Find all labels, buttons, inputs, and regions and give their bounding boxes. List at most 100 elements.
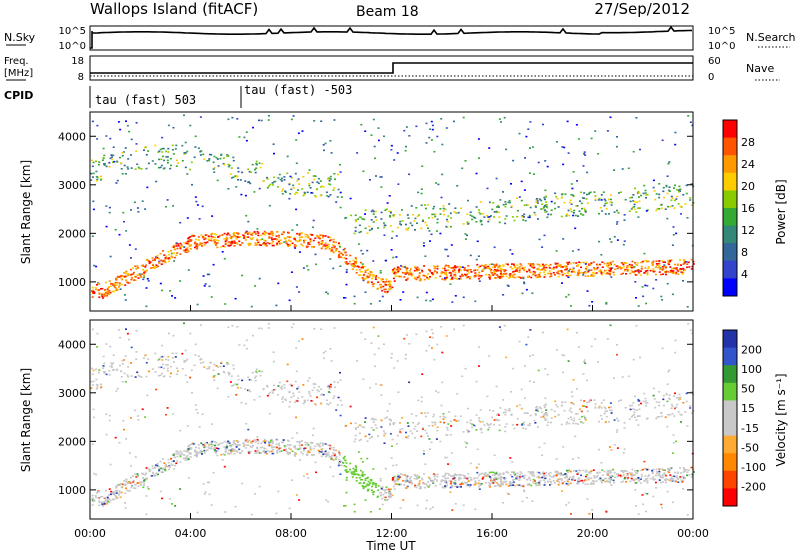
velocity-cell [123, 429, 125, 431]
velocity-cell [568, 418, 570, 420]
power-cell [172, 149, 174, 151]
velocity-cell [643, 401, 645, 403]
velocity-cell [294, 454, 296, 456]
power-cell [380, 270, 382, 272]
power-cell [240, 179, 242, 181]
power-cell [571, 211, 573, 213]
velocity-cell [603, 399, 605, 401]
velocity-cell [537, 408, 539, 410]
power-cell [610, 267, 612, 269]
velocity-cell [630, 409, 632, 411]
power-cell [487, 221, 489, 223]
velocity-cell [283, 384, 285, 386]
velocity-cell [645, 511, 647, 513]
velocity-heatmap-cells [90, 323, 695, 516]
power-cell [357, 218, 359, 220]
power-cell [397, 270, 399, 272]
power-cell [545, 196, 547, 198]
velocity-cell [437, 474, 439, 476]
power-cell [241, 275, 243, 277]
velocity-cell [272, 449, 274, 451]
velocity-cell [596, 476, 598, 478]
velocity-cell [316, 389, 318, 391]
velocity-cell [690, 329, 692, 331]
velocity-cell [329, 466, 331, 468]
velocity-cell [511, 476, 513, 478]
velocity-cell [309, 446, 311, 448]
velocity-cell [105, 490, 107, 492]
velocity-cell [285, 448, 287, 450]
velocity-cell [257, 450, 259, 452]
power-cell [415, 207, 417, 209]
velocity-cell [392, 465, 394, 467]
power-cell [219, 158, 221, 160]
power-cell [227, 233, 229, 235]
power-cell [322, 246, 324, 248]
velocity-cell [577, 472, 579, 474]
velocity-cell [511, 413, 513, 415]
power-cell [465, 238, 467, 240]
power-cell [216, 247, 218, 249]
power-cell [646, 272, 648, 274]
power-cell [175, 255, 177, 257]
power-cell [443, 205, 445, 207]
velocity-cell [678, 399, 680, 401]
velocity-cell [198, 447, 200, 449]
power-cell [181, 246, 183, 248]
velocity-cell [439, 416, 441, 418]
colorbar-swatch [723, 261, 737, 279]
velocity-cell [654, 398, 656, 400]
velocity-cell [662, 481, 664, 483]
power-cell [499, 118, 501, 120]
velocity-cell [426, 331, 428, 333]
velocity-cell [632, 479, 634, 481]
power-cell [614, 264, 616, 266]
velocity-cell [527, 412, 529, 414]
velocity-cell [313, 328, 315, 330]
velocity-cell [669, 414, 671, 416]
velocity-cell [179, 488, 181, 490]
power-cell [177, 248, 179, 250]
velocity-cell [339, 372, 341, 374]
power-cell [412, 214, 414, 216]
freq-label-line2: [MHz] [4, 68, 33, 79]
power-cell [101, 294, 103, 296]
velocity-cell [237, 444, 239, 446]
power-cell [399, 221, 401, 223]
power-cell [365, 209, 367, 211]
power-cell [377, 288, 379, 290]
power-cell [278, 237, 280, 239]
velocity-cell [300, 448, 302, 450]
power-cell [172, 145, 174, 147]
velocity-cell [618, 400, 620, 402]
power-cell [115, 229, 117, 231]
power-cell [282, 193, 284, 195]
power-cell [590, 276, 592, 278]
velocity-cell [121, 376, 123, 378]
power-cell [333, 239, 335, 241]
velocity-cell [662, 474, 664, 476]
velocity-cell [543, 476, 545, 478]
power-cell [496, 269, 498, 271]
velocity-cell [421, 373, 423, 375]
power-cell [526, 271, 528, 273]
power-cell [512, 160, 514, 162]
power-cell [173, 127, 175, 129]
velocity-cell [189, 444, 191, 446]
velocity-cell [513, 481, 515, 483]
power-cell [593, 191, 595, 193]
power-cell [246, 140, 248, 142]
power-cell [613, 274, 615, 276]
power-cell [544, 199, 546, 201]
velocity-cell [391, 457, 393, 459]
velocity-cell [296, 400, 298, 402]
velocity-cell [593, 475, 595, 477]
velocity-cell [275, 513, 277, 515]
power-cell [491, 263, 493, 265]
power-cell [470, 211, 472, 213]
power-cell [375, 175, 377, 177]
power-cell [391, 249, 393, 251]
velocity-cell [223, 372, 225, 374]
power-cell [102, 297, 104, 299]
